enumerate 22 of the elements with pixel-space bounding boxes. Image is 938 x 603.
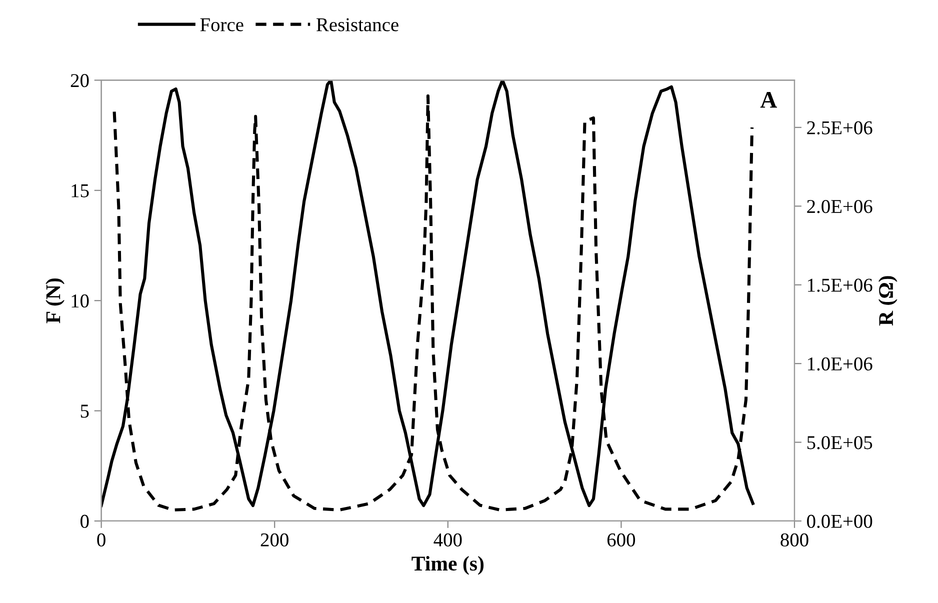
x-tick-label: 400 <box>434 533 462 546</box>
y2-tick-label: 2.5E+06 <box>807 121 872 134</box>
y2-axis-title: R (Ω) <box>878 276 898 326</box>
annotation: A <box>760 92 777 108</box>
y-tick-label: 10 <box>72 294 89 308</box>
legend-label: Force <box>200 18 244 32</box>
x-axis-title: Time (s) <box>412 556 484 575</box>
y-axis-title: F (N) <box>46 278 64 324</box>
x-tick-label: 200 <box>260 533 288 546</box>
y2-tick-label: 5.0E+05 <box>807 436 872 450</box>
x-tick-label: 0 <box>97 533 106 546</box>
y2-tick-label: 1.0E+06 <box>808 357 872 371</box>
y2-tick-label: 2.0E+06 <box>807 200 872 214</box>
x-tick-label: 800 <box>780 533 808 546</box>
y-tick-label: 15 <box>72 184 89 198</box>
y2-tick-label: 1.5E+06 <box>808 278 872 292</box>
y-tick-label: 0 <box>80 514 89 528</box>
y2-tick-label: 0.0E+00 <box>807 514 872 528</box>
legend-label: Resistance <box>316 18 398 32</box>
y-tick-label: 20 <box>70 74 89 88</box>
y-tick-label: 5 <box>80 404 89 418</box>
x-tick-label: 600 <box>607 533 636 546</box>
